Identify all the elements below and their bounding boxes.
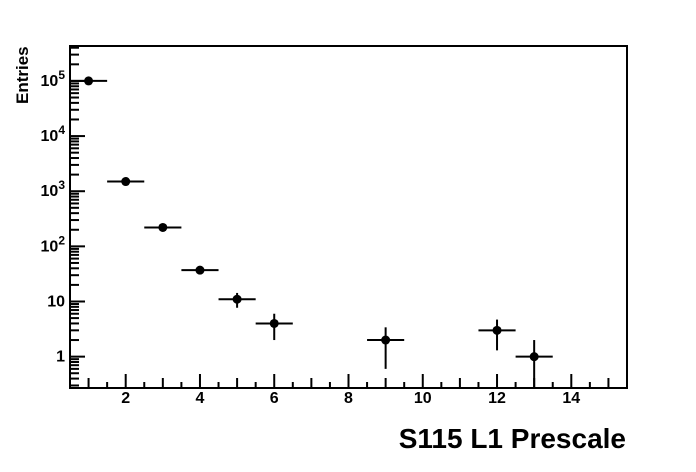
data-point — [121, 177, 131, 187]
data-point — [381, 335, 391, 345]
data-point — [195, 265, 205, 275]
y-tick-label: 1 — [56, 349, 65, 366]
data-point — [269, 318, 279, 328]
data-point — [529, 352, 539, 362]
data-point — [492, 325, 502, 335]
x-tick-label: 14 — [562, 390, 580, 407]
data-point — [158, 222, 168, 232]
plot-frame — [69, 45, 628, 389]
y-axis-title: Entries — [13, 46, 32, 104]
x-tick-label: 2 — [121, 390, 130, 407]
x-tick-label: 10 — [414, 390, 432, 407]
y-tick-label: 10 — [47, 294, 65, 311]
x-tick-label: 4 — [196, 390, 205, 407]
y-tick-label: 102 — [41, 233, 66, 255]
data-point — [232, 294, 242, 304]
y-tick-label: 103 — [41, 178, 66, 200]
x-tick-label: 12 — [488, 390, 506, 407]
y-tick-label: 105 — [41, 68, 66, 90]
x-tick-label: 6 — [270, 390, 279, 407]
data-point — [84, 76, 94, 86]
y-tick-label: 104 — [41, 123, 66, 145]
x-tick-label: 8 — [344, 390, 353, 407]
chart-title: S115 L1 Prescale — [398, 423, 626, 454]
